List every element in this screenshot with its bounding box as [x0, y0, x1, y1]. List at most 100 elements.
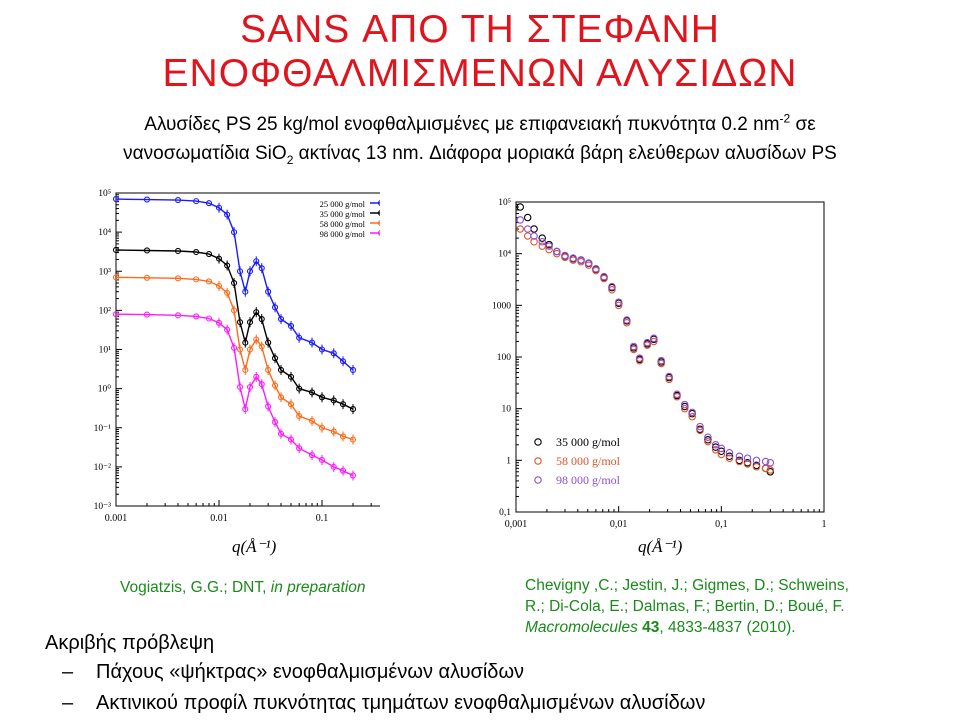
data-point [277, 366, 285, 374]
y-tick-label: 10⁰ [98, 384, 112, 395]
data-point [330, 428, 337, 435]
data-point [766, 458, 775, 467]
data-point [516, 225, 524, 233]
data-point [577, 256, 585, 264]
reference-right-line-2: R.; Di-Cola, E.; Dalmas, F.; Bertin, D.;… [525, 598, 845, 615]
legend-marker [377, 200, 380, 206]
data-point [643, 341, 652, 349]
data-point [205, 251, 213, 258]
data-point [735, 457, 744, 466]
data-point [231, 229, 238, 236]
data-point [614, 298, 623, 306]
data-point [112, 196, 120, 203]
data-point [530, 232, 538, 240]
data-point [530, 225, 538, 233]
data-point [623, 319, 631, 327]
data-point [296, 412, 303, 420]
y-tick-label: 10⁵ [98, 189, 111, 199]
legend-marker [377, 210, 380, 216]
data-point [349, 472, 357, 479]
bullet-item-1-text: Πάχους «ψήκτρας» ενοφθαλμισμένων αλυσίδω… [96, 661, 525, 683]
data-point [545, 242, 553, 250]
legend-label: 35 000 g/mol [556, 435, 621, 449]
data-point [258, 265, 265, 272]
data-point [287, 322, 295, 329]
data-point [246, 383, 254, 391]
data-point [704, 437, 712, 446]
data-point [265, 366, 272, 374]
reference-right-journal: Macromolecules [525, 619, 638, 636]
data-point [296, 445, 303, 452]
data-point [236, 346, 244, 353]
data-point [193, 313, 200, 320]
data-point [246, 319, 254, 326]
subtitle-line-2: νανοσωματίδια SiO2 ακτίνας 13 nm. Διάφορ… [0, 142, 960, 166]
data-point [717, 444, 726, 453]
data-point [516, 203, 524, 211]
data-point [680, 400, 689, 409]
data-point [253, 336, 260, 343]
x-tick-label: 0.01 [210, 513, 228, 524]
slide-title-line-1: SANS ΑΠΟ ΤΗ ΣΤΕΦΑΝΗ [240, 8, 720, 51]
data-point [224, 211, 231, 218]
y-tick-label: 10 [502, 405, 512, 415]
data-point [635, 356, 644, 365]
data-point [657, 356, 666, 365]
data-point [224, 326, 231, 333]
data-point [318, 456, 326, 464]
left-x-axis-label: q(Å⁻¹) [232, 537, 277, 556]
data-point [231, 279, 238, 287]
data-point [614, 301, 623, 310]
data-point [673, 390, 681, 399]
y-tick-label: 100 [497, 353, 512, 363]
data-point [330, 463, 337, 470]
data-point [143, 274, 151, 281]
data-point [673, 393, 681, 401]
legend-marker [534, 457, 542, 465]
data-point [174, 275, 182, 282]
data-point [215, 319, 223, 326]
data-point [231, 344, 238, 351]
subtitle-superscript: -2 [779, 111, 791, 126]
subtitle-line-1-text: Αλυσίδες PS 25 kg/mol ενοφθαλμισμένες με… [144, 114, 780, 135]
data-point [349, 406, 357, 413]
data-point [569, 256, 577, 264]
data-point [608, 286, 616, 294]
data-point [725, 449, 734, 457]
subtitle-line-2-end: ακτίνας 13 nm. Διάφορα μοριακά βάρη ελεύ… [293, 143, 837, 164]
y-tick-label: 10² [99, 306, 112, 316]
data-point [339, 358, 347, 365]
data-point [253, 258, 260, 265]
data-point [308, 339, 316, 346]
legend-marker [377, 230, 380, 236]
series-line [115, 276, 354, 441]
data-point [174, 247, 182, 255]
data-point [296, 385, 303, 392]
y-tick-label: 10⁵ [498, 198, 511, 208]
data-point [665, 375, 673, 384]
data-point [143, 311, 151, 318]
series-line [115, 249, 354, 410]
subtitle-line-1-end: σε [790, 114, 816, 135]
data-point [629, 342, 638, 351]
data-point [242, 339, 249, 346]
data-point [523, 213, 532, 222]
data-point [657, 359, 666, 368]
x-tick-label: 0,01 [610, 519, 628, 530]
right-sans-chart: 0,001 0,01 0,1 1 0,1 1 10 100 1000 10⁴ 10⁵ 35 000 g… [492, 198, 827, 530]
data-point [242, 366, 249, 374]
data-point [308, 389, 316, 396]
data-point [561, 251, 569, 260]
data-point [277, 394, 285, 401]
y-tick-label: 10⁴ [498, 250, 512, 260]
data-point [339, 433, 347, 440]
data-point [766, 466, 775, 474]
right-x-axis-label: q(Å⁻¹) [638, 537, 683, 556]
y-tick-label: 10⁴ [98, 228, 112, 238]
x-tick-label: 1 [822, 519, 827, 530]
data-point [516, 216, 524, 224]
data-point [530, 238, 538, 246]
data-point [553, 247, 561, 256]
data-point [538, 234, 546, 242]
bullet-item-2: – Ακτινικού προφίλ πυκνότητας τμημάτων εν… [62, 690, 705, 716]
